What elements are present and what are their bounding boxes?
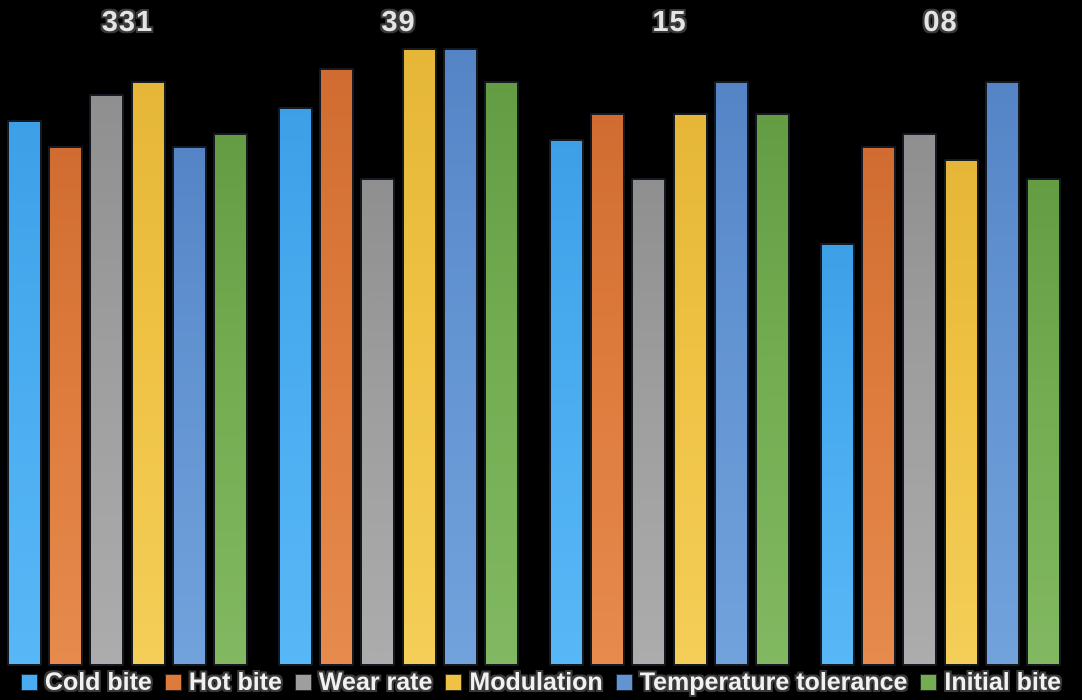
category-label-08: 08	[923, 6, 958, 38]
bar-initial-bite-39	[484, 81, 519, 666]
bar-temperature-tolerance-15	[714, 81, 749, 666]
bar-cold-bite-39	[278, 107, 313, 666]
legend-label-temperature-tolerance: Temperature tolerance	[639, 667, 908, 696]
bar-wear-rate-08	[902, 133, 937, 666]
legend-label-initial-bite: Initial bite	[944, 667, 1062, 696]
bar-hot-bite-331	[48, 146, 83, 666]
bar-initial-bite-331	[213, 133, 248, 666]
legend-swatch-modulation	[445, 673, 463, 691]
legend-label-hot-bite: Hot bite	[188, 667, 282, 696]
bar-initial-bite-15	[755, 113, 790, 666]
bar-modulation-331	[131, 81, 166, 666]
bar-temperature-tolerance-39	[443, 48, 478, 666]
bar-wear-rate-39	[360, 178, 395, 666]
bar-wear-rate-15	[631, 178, 666, 666]
bar-hot-bite-39	[319, 68, 354, 666]
bar-temperature-tolerance-08	[985, 81, 1020, 666]
bar-cold-bite-15	[549, 139, 584, 666]
bar-cold-bite-08	[820, 243, 855, 666]
legend-swatch-cold-bite	[20, 673, 38, 691]
bar-temperature-tolerance-331	[172, 146, 207, 666]
legend-swatch-wear-rate	[294, 673, 312, 691]
legend: Cold bite Hot bite Wear rate Modulation Temp…	[0, 667, 1082, 697]
category-label-331: 331	[101, 6, 154, 38]
legend-item-wear-rate: Wear rate	[294, 667, 433, 697]
bar-cold-bite-331	[7, 120, 42, 666]
category-label-39: 39	[381, 6, 416, 38]
bar-wear-rate-331	[89, 94, 124, 666]
bar-modulation-15	[673, 113, 708, 666]
legend-swatch-temperature-tolerance	[615, 673, 633, 691]
legend-label-wear-rate: Wear rate	[318, 667, 433, 696]
legend-item-temperature-tolerance: Temperature tolerance	[615, 667, 908, 697]
legend-swatch-hot-bite	[164, 673, 182, 691]
legend-label-modulation: Modulation	[469, 667, 603, 696]
legend-item-cold-bite: Cold bite	[20, 667, 152, 697]
bar-modulation-08	[944, 159, 979, 666]
category-label-15: 15	[652, 6, 687, 38]
legend-item-hot-bite: Hot bite	[164, 667, 282, 697]
bar-hot-bite-08	[861, 146, 896, 666]
legend-item-modulation: Modulation	[445, 667, 603, 697]
plot-area: 331 39 15 08	[7, 6, 1061, 666]
legend-item-initial-bite: Initial bite	[920, 668, 1061, 697]
bar-hot-bite-15	[590, 113, 625, 666]
legend-label-cold-bite: Cold bite	[44, 667, 152, 696]
legend-swatch-initial-bite	[920, 673, 938, 691]
bar-initial-bite-08	[1026, 178, 1061, 666]
bar-modulation-39	[402, 48, 437, 666]
